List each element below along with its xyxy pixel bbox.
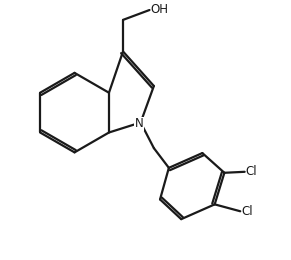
Text: N: N: [135, 117, 144, 130]
Text: OH: OH: [151, 3, 169, 16]
Text: Cl: Cl: [245, 165, 257, 178]
Text: Cl: Cl: [241, 205, 253, 218]
